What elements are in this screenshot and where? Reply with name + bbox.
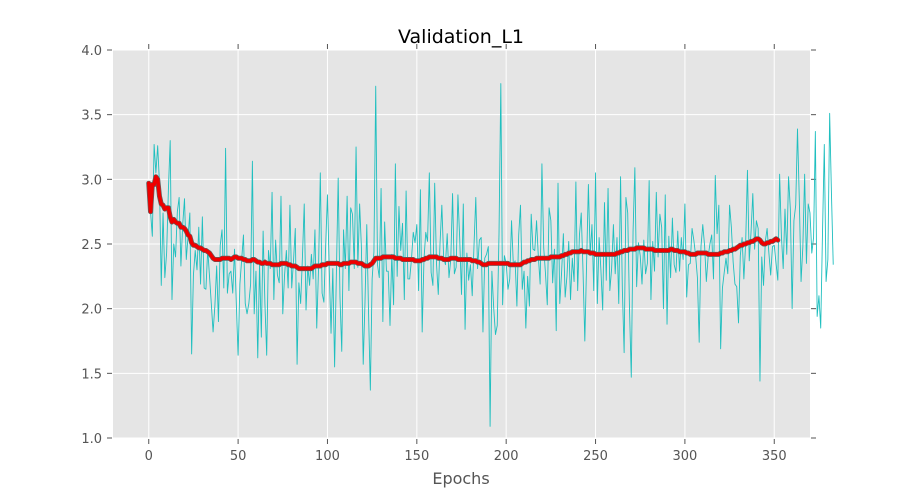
y-tick-label: 1.0 bbox=[81, 432, 102, 447]
smoothed-series-line bbox=[146, 174, 780, 271]
x-tick-label: 300 bbox=[672, 449, 697, 464]
x-tick-label: 200 bbox=[494, 449, 519, 464]
x-tick-label: 150 bbox=[404, 449, 429, 464]
x-tick-label: 100 bbox=[315, 449, 340, 464]
x-tick-label: 50 bbox=[230, 449, 247, 464]
x-tick-label: 350 bbox=[762, 449, 787, 464]
chart-title: Validation_L1 bbox=[398, 26, 524, 48]
x-tick-label: 250 bbox=[583, 449, 608, 464]
y-tick-label: 4.0 bbox=[81, 44, 102, 59]
axis-ticks bbox=[107, 44, 816, 444]
y-tick-label: 3.5 bbox=[81, 109, 102, 124]
gridlines bbox=[113, 49, 810, 439]
tick-labels: 0 50 100 150 200 250 300 350 1.0 1.5 2.0 2.5 3.0 3.5 4… bbox=[81, 44, 786, 464]
y-tick-label: 2.0 bbox=[81, 303, 102, 318]
y-tick-label: 1.5 bbox=[81, 367, 102, 382]
y-tick-label: 2.5 bbox=[81, 238, 102, 253]
x-axis-label: Epochs bbox=[432, 469, 489, 488]
series-layer bbox=[146, 83, 834, 427]
y-tick-label: 3.0 bbox=[81, 173, 102, 188]
x-tick-label: 0 bbox=[145, 449, 153, 464]
raw-series-line bbox=[148, 83, 834, 427]
